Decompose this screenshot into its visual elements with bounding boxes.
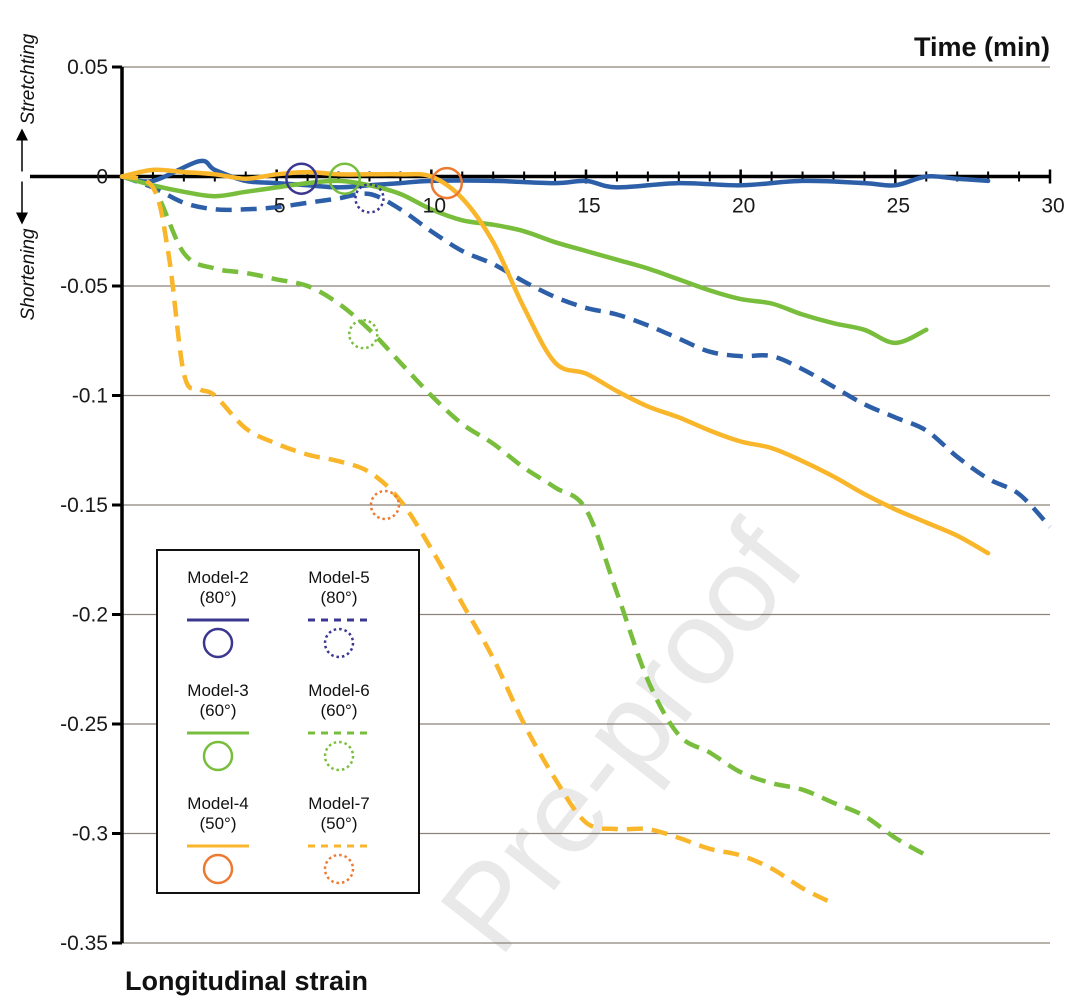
up-arrow-icon (16, 128, 28, 141)
legend-label: Model-6 (308, 681, 369, 700)
threshold-marker-3 (328, 162, 361, 195)
y-tick-label: -0.15 (60, 494, 108, 517)
y-tick-label: -0.3 (72, 823, 108, 846)
legend-marker-swatch (202, 853, 234, 885)
series-lines (119, 158, 1052, 906)
legend-label: Model-5 (308, 568, 369, 587)
x-tick-label: 10 (423, 195, 446, 218)
series-line-2 (121, 174, 1052, 529)
y-tick-label: -0.1 (72, 385, 108, 408)
legend-angle: (50°) (320, 814, 357, 833)
threshold-marker-2 (354, 183, 385, 214)
watermark-text: Pre-proof (415, 499, 829, 976)
stretching-label: Stretchting (18, 33, 39, 124)
x-tick-label: 30 (1041, 195, 1064, 218)
y-tick-label: 0.05 (67, 56, 108, 79)
x-tick-label: 5 (274, 195, 286, 218)
y-tick-label: -0.35 (60, 932, 108, 955)
legend-label: Model-2 (187, 568, 248, 587)
shortening-label: Shortening (18, 228, 39, 320)
legend-marker-swatch (202, 740, 234, 772)
legend-marker-swatch (323, 627, 355, 659)
legend-label: Model-4 (187, 794, 248, 813)
threshold-marker-6 (369, 489, 401, 521)
y-tick-label: -0.2 (72, 604, 108, 627)
y-tick-label: -0.05 (60, 275, 108, 298)
series-line-3 (119, 174, 929, 346)
legend-marker-swatch (323, 740, 355, 772)
threshold-marker-1 (285, 162, 318, 195)
legend-label: Model-7 (308, 794, 369, 813)
y-tick-label: -0.25 (60, 713, 108, 736)
legend-label: Model-3 (187, 681, 248, 700)
threshold-markers (285, 162, 464, 521)
legend-angle: (80°) (199, 588, 236, 607)
legend-marker-swatch (202, 627, 234, 659)
legend-angle: (60°) (199, 701, 236, 720)
legend-angle: (50°) (199, 814, 236, 833)
down-arrow-icon (16, 212, 28, 225)
series-line-6 (121, 174, 835, 906)
legend-box (156, 549, 420, 894)
x-tick-label: 20 (732, 195, 755, 218)
y-axis-title: Longitudinal strain (125, 966, 368, 996)
series-line-5 (119, 167, 991, 556)
y-tick-label: 0 (96, 166, 108, 189)
x-tick-label: 15 (577, 195, 600, 218)
legend-marker-swatch (323, 853, 355, 885)
series-line-4 (121, 174, 928, 858)
legend: Model-2(80°)Model-5(80°)Model-3(60°)Mode… (156, 549, 420, 894)
x-axis-title: Time (min) (914, 32, 1050, 62)
threshold-marker-4 (348, 318, 379, 350)
threshold-marker-5 (430, 166, 464, 200)
legend-angle: (80°) (320, 588, 357, 607)
x-tick-label: 25 (887, 195, 910, 218)
legend-angle: (60°) (320, 701, 357, 720)
